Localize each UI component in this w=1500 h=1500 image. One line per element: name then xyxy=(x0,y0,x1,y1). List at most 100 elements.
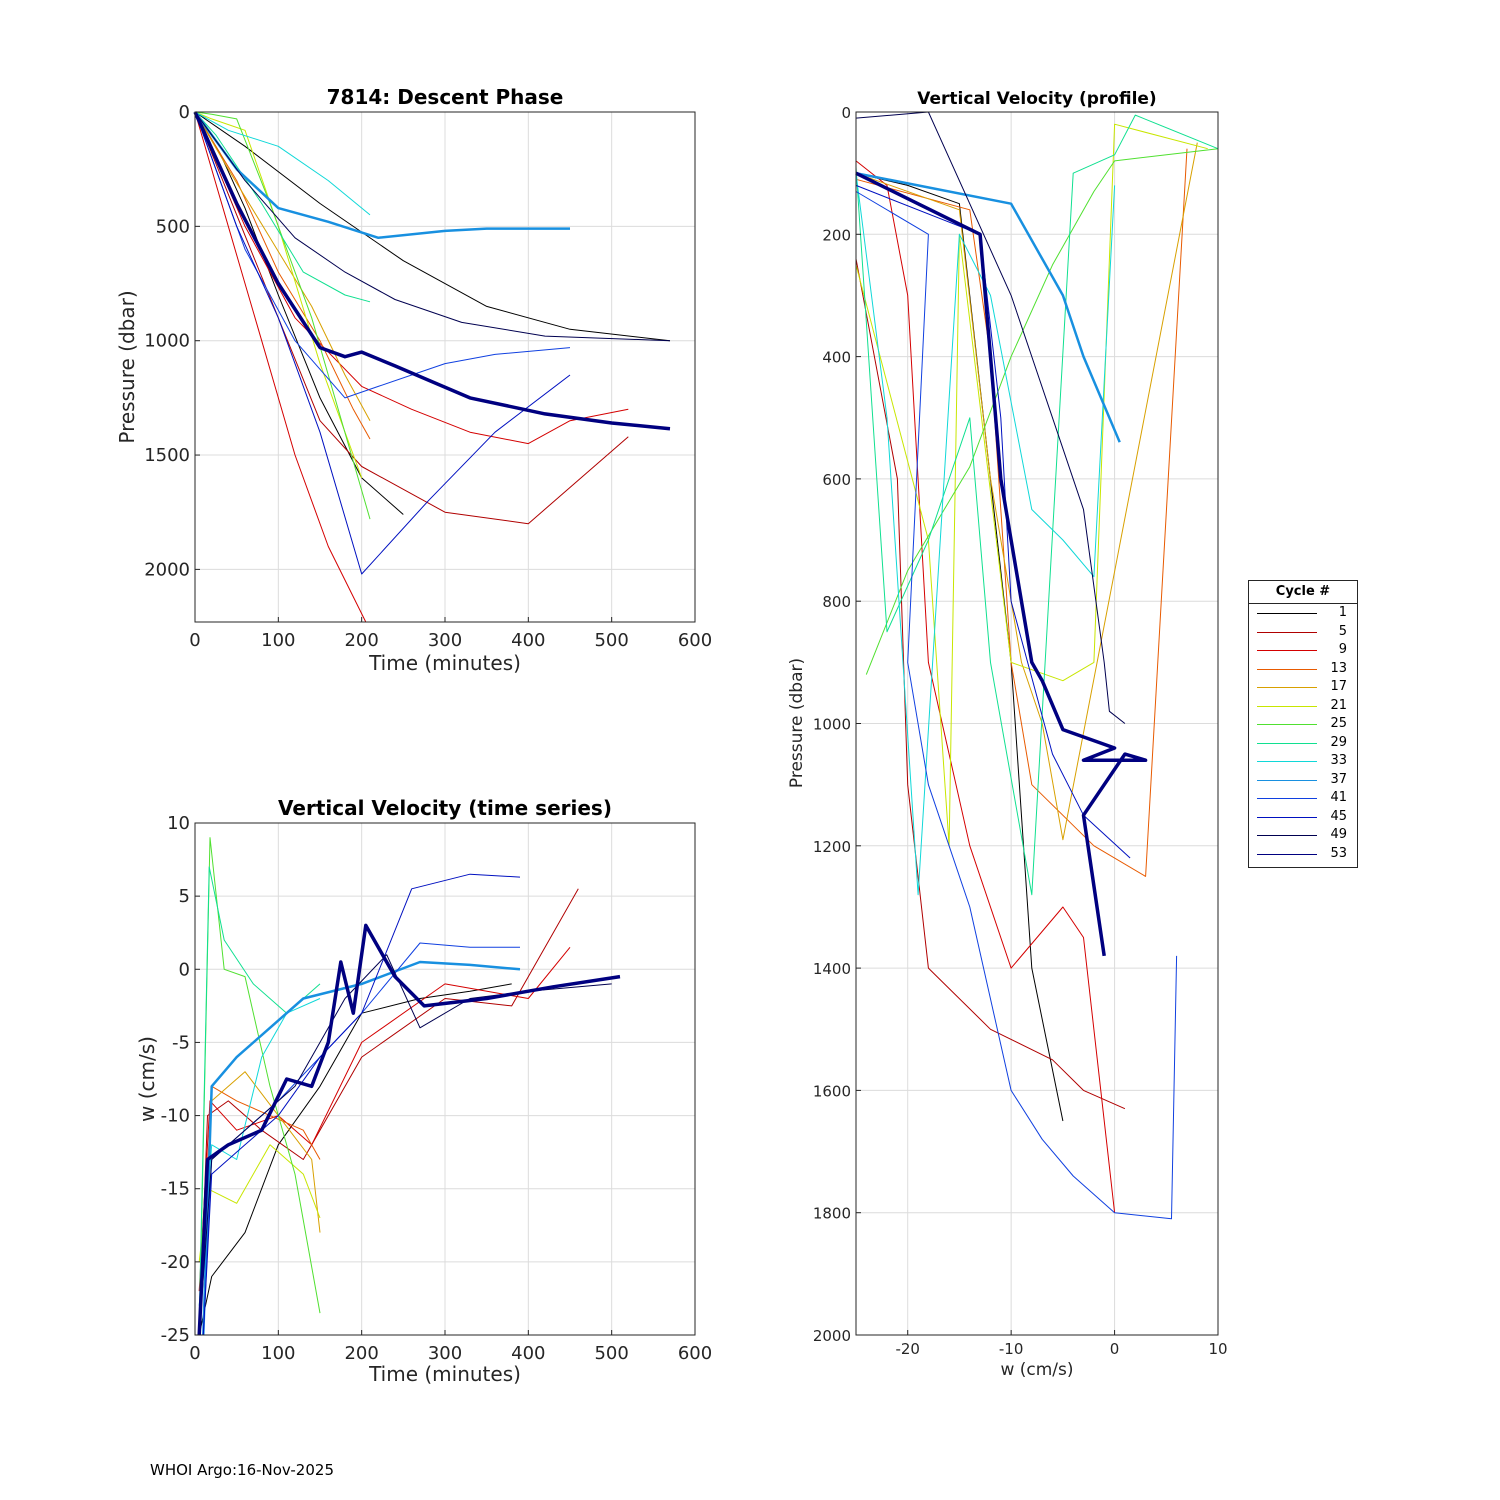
legend-swatch xyxy=(1257,761,1317,762)
profile-ytick-label-3: 600 xyxy=(822,471,851,489)
timeseries-ytick-label-6: -20 xyxy=(161,1252,190,1273)
timeseries-ytick-label-0: 10 xyxy=(167,813,190,834)
timeseries-xtick-label-5: 500 xyxy=(594,1343,628,1364)
profile-xtick-label-3: 10 xyxy=(1208,1340,1227,1358)
timeseries-grid xyxy=(194,822,696,1336)
descent-series-cycle-9b xyxy=(194,111,629,445)
profile-series-cycle-37 xyxy=(855,171,1121,443)
timeseries-ytick-label-4: -10 xyxy=(161,1106,190,1127)
legend-item-21: 21 xyxy=(1249,697,1357,716)
descent-xtick-label-0: 0 xyxy=(189,630,200,651)
profile-ytick-label-5: 1000 xyxy=(813,716,851,734)
legend-items: 1 5 9 13 17 21 25 29 33 37 41 45 49 53 xyxy=(1249,604,1357,863)
descent-ylabel: Pressure (dbar) xyxy=(115,290,139,443)
legend-label: 9 xyxy=(1338,642,1347,657)
legend-swatch xyxy=(1257,798,1317,799)
descent-phase-plot: 0 100 200 300 400 500 600 0 500 1000 1500 2000 7814… xyxy=(115,85,712,675)
profile-series-cycle-17 xyxy=(855,142,1198,841)
descent-series-cycle-13 xyxy=(194,111,371,440)
descent-xtick-label-5: 500 xyxy=(594,630,628,651)
velocity-profile-plot: -20 -10 0 100200400600800100012001400160018… xyxy=(787,89,1228,1380)
profile-ticks: -20 -10 0 100200400600800100012001400160018… xyxy=(813,104,1228,1358)
timeseries-series xyxy=(197,837,621,1336)
profile-ytick-label-10: 2000 xyxy=(813,1327,851,1345)
legend-item-45: 45 xyxy=(1249,808,1357,827)
timeseries-ytick-label-7: -25 xyxy=(161,1325,190,1346)
legend-label: 21 xyxy=(1330,697,1347,713)
legend-item-25: 25 xyxy=(1249,715,1357,734)
profile-grid xyxy=(856,111,1219,1336)
descent-series-cycle-1b xyxy=(194,111,671,342)
legend-swatch xyxy=(1257,779,1317,781)
descent-series xyxy=(193,111,671,623)
legend-title: Cycle # xyxy=(1249,581,1357,604)
velocity-timeseries-plot: 0 100 200 300 400 500 600 10 5 0 -5 -10 -15 -20 -25 Ve… xyxy=(135,796,712,1386)
legend-label: 17 xyxy=(1330,679,1347,694)
descent-ytick-label-2: 1000 xyxy=(144,331,190,352)
legend-swatch xyxy=(1257,705,1317,707)
profile-series-cycle-13 xyxy=(855,148,1188,877)
timeseries-series-cycle-29 xyxy=(198,866,321,1321)
descent-series-cycle-33 xyxy=(194,111,371,216)
timeseries-series-cycle-25 xyxy=(198,837,321,1336)
profile-ytick-label-8: 1600 xyxy=(813,1082,851,1100)
timeseries-series-cycle-45 xyxy=(202,873,521,1336)
legend-swatch xyxy=(1257,816,1317,818)
timeseries-ytick-label-1: 5 xyxy=(179,886,190,907)
timeseries-ytick-label-3: -5 xyxy=(172,1032,190,1053)
profile-series-cycle-25 xyxy=(865,148,1219,675)
descent-xtick-label-6: 600 xyxy=(678,630,712,651)
legend-label: 29 xyxy=(1330,734,1347,750)
descent-series-cycle-25 xyxy=(194,111,371,520)
descent-xlabel: Time (minutes) xyxy=(368,651,521,675)
profile-xtick-label-2: 0 xyxy=(1110,1340,1120,1358)
timeseries-xtick-label-1: 100 xyxy=(261,1343,295,1364)
descent-xtick-label-4: 400 xyxy=(511,630,545,651)
timeseries-series-cycle-9 xyxy=(198,946,571,1292)
profile-ytick-label-1: 200 xyxy=(822,226,851,244)
profile-series-cycle-5 xyxy=(855,258,1126,1110)
timeseries-xtick-label-6: 600 xyxy=(678,1343,712,1364)
profile-ytick-label-2: 400 xyxy=(822,349,851,367)
descent-xtick-label-1: 100 xyxy=(261,630,295,651)
timeseries-series-cycle-5 xyxy=(198,888,579,1336)
profile-series-cycle-33 xyxy=(855,173,1116,896)
timeseries-ylabel: w (cm/s) xyxy=(135,1036,159,1122)
timeseries-series-cycle-21 xyxy=(198,1144,321,1262)
legend-label: 49 xyxy=(1330,827,1347,842)
descent-series-cycle-17 xyxy=(194,111,371,421)
descent-series-cycle-5 xyxy=(194,111,629,525)
descent-title: 7814: Descent Phase xyxy=(327,85,564,109)
descent-xtick-label-2: 200 xyxy=(344,630,378,651)
profile-xlabel: w (cm/s) xyxy=(1000,1360,1073,1380)
profile-series-cycle-41 xyxy=(855,191,1178,1220)
legend-label: 37 xyxy=(1330,771,1347,787)
profile-ytick-label-7: 1400 xyxy=(813,960,851,978)
descent-series-cycle-37 xyxy=(193,111,570,240)
descent-series-cycle-21 xyxy=(194,111,363,479)
timeseries-xtick-label-3: 300 xyxy=(428,1343,462,1364)
profile-xtick-label-1: -10 xyxy=(999,1340,1024,1358)
timeseries-xlabel: Time (minutes) xyxy=(368,1362,521,1386)
legend-item-53: 53 xyxy=(1249,845,1357,864)
timeseries-xtick-label-0: 0 xyxy=(189,1343,200,1364)
timeseries-xtick-label-2: 200 xyxy=(344,1343,378,1364)
legend-swatch xyxy=(1257,631,1317,633)
legend-item-5: 5 xyxy=(1249,623,1357,642)
profile-ylabel: Pressure (dbar) xyxy=(787,658,807,788)
footer-credit: WHOI Argo:16-Nov-2025 xyxy=(150,1461,334,1479)
legend-item-9: 9 xyxy=(1249,641,1357,660)
profile-xtick-label-0: -20 xyxy=(895,1340,920,1358)
legend-item-33: 33 xyxy=(1249,752,1357,771)
descent-grid xyxy=(194,111,696,622)
profile-series-cycle-49 xyxy=(855,111,1126,724)
profile-series-cycle-9 xyxy=(855,160,1116,1213)
legend: Cycle # 1 5 9 13 17 21 25 29 33 37 41 45 49 53 xyxy=(1248,580,1358,868)
legend-item-49: 49 xyxy=(1249,826,1357,845)
timeseries-ticks: 0 100 200 300 400 500 600 10 5 0 -5 -10 -15 -20 -25 xyxy=(161,813,713,1364)
legend-swatch xyxy=(1257,742,1317,744)
profile-series xyxy=(855,111,1219,1220)
descent-ticks: 0 100 200 300 400 500 600 0 500 1000 1500 2000 xyxy=(144,102,712,651)
descent-series-cycle-29 xyxy=(194,111,371,303)
legend-swatch xyxy=(1257,613,1317,614)
